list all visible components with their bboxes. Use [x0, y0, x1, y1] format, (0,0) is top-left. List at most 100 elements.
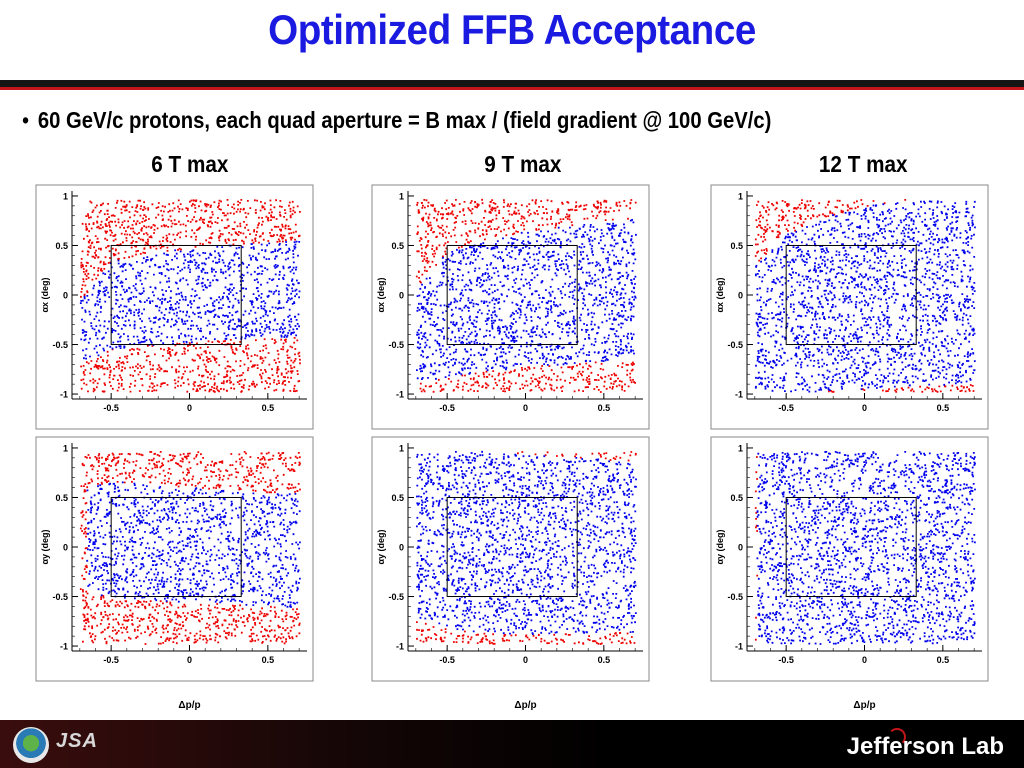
- scatter-points: [79, 199, 301, 393]
- scatter-panel-x-2: -1 -0.5 0 0.5 1 -0.5 0 0.5 αx (deg): [710, 184, 989, 430]
- reference-box: [785, 496, 917, 598]
- y-axis-label: αx (deg): [376, 277, 386, 312]
- bullet-text: 60 GeV/c protons, each quad aperture = B…: [37, 107, 772, 133]
- y-tick-label: -1: [396, 642, 404, 652]
- reference-box: [446, 244, 578, 346]
- jsa-logo: JSA: [56, 730, 98, 752]
- x-tick-label: 0.5: [262, 403, 275, 413]
- column-heading-6t: 6 T max: [151, 151, 229, 177]
- rejected-points: [415, 198, 637, 393]
- y-tick-label: 0.5: [730, 241, 743, 251]
- title-rule-accent: [0, 87, 1024, 90]
- y-tick-label: -1: [735, 390, 743, 400]
- x-tick-label: -0.5: [103, 403, 119, 413]
- x-tick-label: 0: [187, 403, 192, 413]
- x-tick-label: -0.5: [439, 655, 455, 665]
- y-tick-label: 1: [399, 191, 404, 201]
- x-axis-label: Δp/p: [178, 700, 200, 711]
- panel-frame: [35, 436, 314, 682]
- x-tick-label: 0: [523, 403, 528, 413]
- panel-frame: [35, 184, 314, 430]
- y-tick-label: 1: [63, 191, 68, 201]
- x-tick-label: 0.5: [937, 403, 950, 413]
- scatter-panel-y-2: -1 -0.5 0 0.5 1 -0.5 0 0.5 αy (deg) Δp/p: [710, 436, 989, 711]
- y-tick-label: -1: [60, 642, 68, 652]
- y-tick-label: 0: [738, 543, 743, 553]
- y-tick-label: -1: [60, 390, 68, 400]
- y-tick-label: -0.5: [52, 340, 68, 350]
- y-axis-label: αy (deg): [715, 529, 725, 564]
- x-tick-label: -0.5: [778, 655, 794, 665]
- column-heading-9t: 9 T max: [484, 151, 562, 177]
- accepted-points: [756, 451, 976, 645]
- y-tick-label: 0: [399, 291, 404, 301]
- y-tick-label: 0: [399, 543, 404, 553]
- y-axis-label: αy (deg): [376, 529, 386, 564]
- rejected-points: [79, 451, 301, 645]
- scatter-panel-y-1: -1 -0.5 0 0.5 1 -0.5 0 0.5 αy (deg) Δp/p: [371, 436, 650, 711]
- rejected-points: [80, 199, 301, 393]
- y-axis-label: αx (deg): [40, 277, 50, 312]
- y-tick-label: 1: [738, 191, 743, 201]
- y-axis-label: αx (deg): [715, 277, 725, 312]
- scatter-points: [79, 451, 301, 645]
- scatter-panel-x-1: -1 -0.5 0 0.5 1 -0.5 0 0.5 αx (deg): [371, 184, 650, 430]
- accepted-points: [86, 481, 301, 608]
- x-tick-label: -0.5: [439, 403, 455, 413]
- acceptance-plot-grid: -1 -0.5 0 0.5 1 -0.5 0 0.5 αx (deg) -1 -0.5 0 0.5 1 -0…: [35, 184, 989, 711]
- scatter-points: [754, 451, 976, 645]
- x-tick-label: 0.5: [262, 655, 275, 665]
- y-tick-label: 0: [738, 291, 743, 301]
- title-rule: [0, 80, 1024, 87]
- y-tick-label: -1: [396, 390, 404, 400]
- jlab-swoosh-icon: [888, 728, 906, 746]
- y-tick-label: -0.5: [727, 592, 743, 602]
- y-tick-label: 0.5: [391, 493, 404, 503]
- reference-box: [446, 496, 578, 598]
- x-tick-label: 0.5: [937, 655, 950, 665]
- bullet-line: • 60 GeV/c protons, each quad aperture = …: [22, 107, 771, 134]
- footer-bar: [0, 720, 1024, 768]
- x-tick-label: 0: [862, 655, 867, 665]
- column-heading-12t: 12 T max: [818, 151, 908, 177]
- scatter-panel-x-0: -1 -0.5 0 0.5 1 -0.5 0 0.5 αx (deg): [35, 184, 314, 430]
- y-tick-label: 1: [738, 443, 743, 453]
- y-tick-label: 0.5: [55, 241, 68, 251]
- y-tick-label: -0.5: [52, 592, 68, 602]
- bullet-dot: •: [22, 107, 30, 133]
- reference-box: [110, 496, 242, 598]
- x-tick-label: 0: [187, 655, 192, 665]
- doe-seal-icon: [13, 727, 49, 763]
- y-tick-label: 0: [63, 543, 68, 553]
- y-tick-label: -0.5: [388, 592, 404, 602]
- scatter-points: [415, 198, 637, 393]
- y-tick-label: -1: [735, 642, 743, 652]
- y-tick-label: 1: [63, 443, 68, 453]
- accepted-points: [416, 450, 637, 635]
- accepted-points: [79, 240, 301, 360]
- x-tick-label: 0.5: [598, 655, 611, 665]
- x-axis-label: Δp/p: [514, 700, 536, 711]
- x-tick-label: -0.5: [778, 403, 794, 413]
- slide-title: Optimized FFB Acceptance: [268, 6, 756, 53]
- reference-box: [785, 244, 917, 346]
- x-tick-label: 0.5: [598, 403, 611, 413]
- y-tick-label: 0.5: [391, 241, 404, 251]
- y-tick-label: 1: [399, 443, 404, 453]
- jefferson-lab-logo: Jefferson Lab: [846, 733, 1004, 760]
- y-tick-label: -0.5: [388, 340, 404, 350]
- panel-frame: [371, 184, 650, 430]
- panel-frame: [371, 436, 650, 682]
- y-tick-label: 0.5: [730, 493, 743, 503]
- scatter-points: [416, 450, 637, 645]
- reference-box: [110, 244, 242, 346]
- y-axis-label: αy (deg): [40, 529, 50, 564]
- y-tick-label: 0.5: [55, 493, 68, 503]
- x-tick-label: -0.5: [103, 655, 119, 665]
- x-axis-label: Δp/p: [853, 700, 875, 711]
- scatter-panel-y-0: -1 -0.5 0 0.5 1 -0.5 0 0.5 αy (deg) Δp/p: [35, 436, 314, 711]
- y-tick-label: -0.5: [727, 340, 743, 350]
- x-tick-label: 0: [862, 403, 867, 413]
- y-tick-label: 0: [63, 291, 68, 301]
- x-tick-label: 0: [523, 655, 528, 665]
